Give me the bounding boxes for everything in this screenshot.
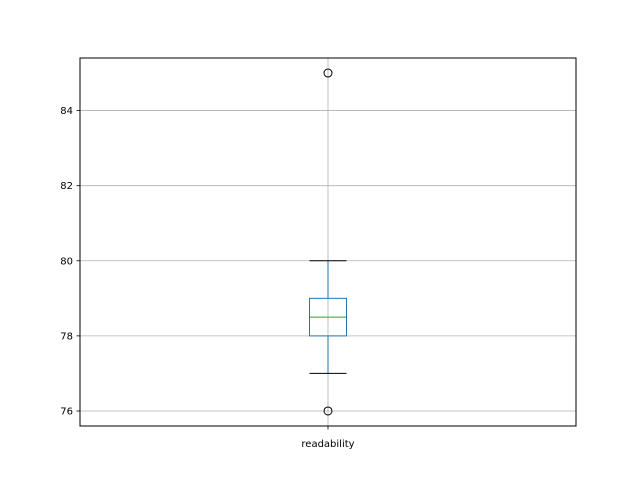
axis-layer: 76 78 80 82 84 readability — [60, 106, 354, 450]
y-tick-label: 78 — [60, 331, 73, 342]
box-layer — [309, 68, 347, 416]
outlier-point — [323, 68, 333, 78]
y-tick-label: 76 — [60, 406, 73, 417]
outlier-point — [323, 406, 333, 416]
y-tick-label: 84 — [60, 106, 73, 117]
y-tick-label: 82 — [60, 181, 73, 192]
y-tick-label: 80 — [60, 256, 73, 267]
x-tick-label: readability — [301, 439, 354, 450]
